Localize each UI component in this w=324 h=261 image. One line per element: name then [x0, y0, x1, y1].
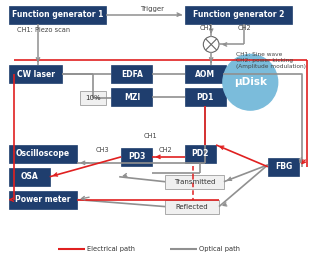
- Text: Electrical path: Electrical path: [87, 246, 135, 252]
- Text: Optical path: Optical path: [199, 246, 240, 252]
- Text: CH2: CH2: [237, 25, 251, 31]
- Text: CH3: CH3: [96, 147, 110, 153]
- Text: CH1: Piezo scan: CH1: Piezo scan: [17, 27, 71, 33]
- Text: CH1: CH1: [144, 133, 157, 139]
- FancyBboxPatch shape: [9, 145, 77, 163]
- Circle shape: [223, 54, 278, 110]
- FancyBboxPatch shape: [268, 158, 299, 176]
- Text: CH1: CH1: [200, 25, 213, 31]
- FancyBboxPatch shape: [121, 148, 153, 166]
- Text: PD3: PD3: [128, 152, 145, 161]
- FancyBboxPatch shape: [111, 65, 153, 83]
- FancyBboxPatch shape: [185, 88, 226, 106]
- FancyBboxPatch shape: [111, 88, 153, 106]
- Text: MZI: MZI: [124, 93, 140, 102]
- Text: CH1: Sine wave
CH2: power kicking
(Amplitude modulation): CH1: Sine wave CH2: power kicking (Ampli…: [236, 52, 306, 69]
- FancyBboxPatch shape: [9, 191, 77, 209]
- FancyBboxPatch shape: [9, 168, 50, 186]
- FancyBboxPatch shape: [165, 200, 219, 213]
- Text: Function generator 1: Function generator 1: [12, 10, 103, 19]
- FancyBboxPatch shape: [9, 65, 63, 83]
- Text: CW laser: CW laser: [17, 70, 54, 79]
- Text: Power meter: Power meter: [15, 195, 71, 204]
- Text: Oscilloscope: Oscilloscope: [16, 149, 70, 158]
- Text: OSA: OSA: [20, 172, 38, 181]
- FancyBboxPatch shape: [185, 6, 292, 23]
- FancyBboxPatch shape: [165, 175, 224, 189]
- Text: EDFA: EDFA: [121, 70, 143, 79]
- Circle shape: [203, 37, 219, 52]
- Text: PD2: PD2: [192, 149, 209, 158]
- Text: Transmitted: Transmitted: [174, 179, 215, 185]
- FancyBboxPatch shape: [185, 145, 216, 163]
- Text: Reflected: Reflected: [176, 204, 208, 210]
- FancyBboxPatch shape: [80, 91, 106, 105]
- Text: 10%: 10%: [85, 95, 100, 101]
- Text: AOM: AOM: [195, 70, 215, 79]
- FancyBboxPatch shape: [185, 65, 226, 83]
- Text: Trigger: Trigger: [141, 6, 165, 12]
- Text: CH2: CH2: [158, 147, 172, 153]
- Text: FBG: FBG: [275, 162, 292, 171]
- Text: PD1: PD1: [197, 93, 214, 102]
- FancyBboxPatch shape: [9, 6, 107, 23]
- Text: Function generator 2: Function generator 2: [193, 10, 284, 19]
- Text: μDisk: μDisk: [234, 77, 267, 87]
